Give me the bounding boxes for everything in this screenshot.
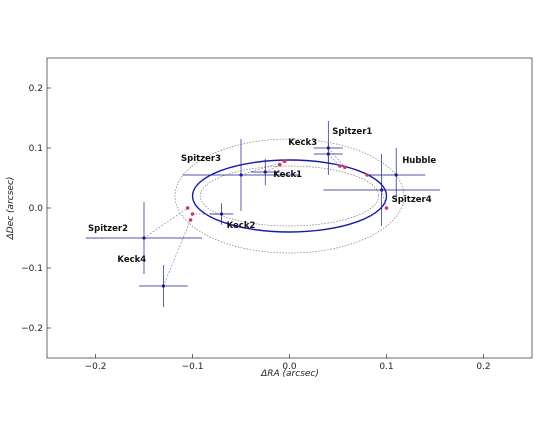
- y-tick-label: 0.0: [29, 204, 44, 214]
- label-spitzer4: Spitzer4: [392, 195, 432, 205]
- y-tick-label: −0.2: [21, 324, 43, 334]
- label-spitzer2: Spitzer2: [88, 224, 128, 234]
- model-point-keck3: [338, 164, 342, 168]
- y-ticks: −0.2 −0.1 0.0 0.1 0.2: [21, 84, 51, 334]
- model-point-layer: [185, 159, 389, 222]
- data-point-spitzer4: [380, 188, 384, 192]
- data-point-keck1: [263, 170, 267, 174]
- data-point-spitzer1: [326, 146, 330, 150]
- connector-keck4: [163, 219, 191, 287]
- x-axis-title: ΔRA (arcsec): [260, 369, 319, 379]
- model-point-hubble: [365, 173, 369, 177]
- y-tick-label: −0.1: [21, 264, 43, 274]
- model-point-spitzer2: [185, 206, 190, 210]
- data-point-layer: [142, 146, 398, 288]
- model-point-keck2: [190, 212, 195, 216]
- data-point-spitzer3: [239, 173, 243, 177]
- point-label-layer: Keck3 Spitzer1 Hubble Spitzer4 Spitzer3 Keck1…: [88, 127, 436, 265]
- connector-spitzer2: [143, 207, 188, 239]
- x-tick-label: 0.0: [282, 362, 297, 372]
- connector-spitzer3: [240, 160, 285, 176]
- residual-connectors-layer: [143, 147, 397, 287]
- model-point-spitzer4: [384, 206, 389, 210]
- orbit-bounds-layer: [174, 138, 405, 254]
- x-tick-label: −0.2: [85, 362, 107, 372]
- y-axis-title: ΔDec (arcsec): [6, 177, 16, 241]
- connector-spitzer4: [381, 189, 387, 209]
- label-spitzer3: Spitzer3: [181, 154, 221, 164]
- data-point-hubble: [394, 173, 398, 177]
- y-tick-label: 0.2: [29, 84, 43, 94]
- label-keck2: Keck2: [227, 221, 256, 231]
- y-tick-label: 0.1: [29, 144, 43, 154]
- x-tick-label: 0.2: [476, 362, 490, 372]
- x-ticks: −0.2 −0.1 0.0 0.1 0.2: [85, 354, 491, 372]
- errorbar-layer: [85, 121, 440, 307]
- model-point-keck4: [188, 218, 193, 222]
- connector-spitzer1: [328, 147, 346, 168]
- orbit-layer: [191, 159, 388, 233]
- model-point-spitzer1: [342, 165, 347, 169]
- orbit-bound-1: [174, 138, 405, 254]
- model-point-keck1: [278, 163, 282, 167]
- model-point-spitzer3: [282, 159, 287, 163]
- data-point-spitzer2: [142, 236, 146, 240]
- x-tick-label: 0.1: [379, 362, 393, 372]
- connector-keck3: [328, 153, 341, 167]
- label-keck4: Keck4: [117, 255, 146, 265]
- label-spitzer1: Spitzer1: [332, 127, 372, 137]
- plot-frame: [46, 57, 533, 359]
- best-fit-orbit: [191, 159, 388, 233]
- orbit-bound-2: [199, 165, 380, 227]
- label-keck1: Keck1: [273, 170, 302, 180]
- connector-keck1: [265, 164, 280, 173]
- label-keck3: Keck3: [288, 138, 317, 148]
- x-tick-label: −0.1: [182, 362, 204, 372]
- data-point-keck3: [326, 152, 330, 156]
- label-hubble: Hubble: [402, 156, 436, 166]
- data-point-keck4: [161, 284, 165, 288]
- data-point-keck2: [220, 212, 224, 216]
